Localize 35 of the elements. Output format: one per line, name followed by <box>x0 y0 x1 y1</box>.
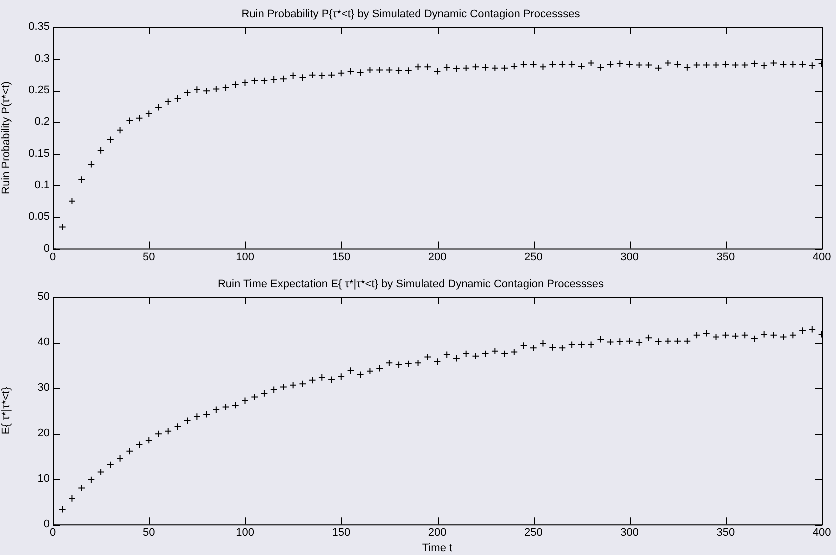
x-tick-label: 150 <box>332 251 351 264</box>
x-tick-label: 400 <box>812 251 832 264</box>
chart-title: Ruin Time Expectation E{ τ*|τ*<t} by Simulated Dynamic Contagion Processses <box>218 278 605 291</box>
x-tick-label: 100 <box>236 251 254 264</box>
x-tick-label: 350 <box>716 251 736 264</box>
y-axis-title: Ruin Probability P(τ*<t) <box>0 82 13 194</box>
y-tick-label: 0.3 <box>34 52 50 65</box>
x-tick-label: 300 <box>620 527 639 540</box>
y-tick-label: 10 <box>38 473 50 486</box>
x-tick-label: 50 <box>143 251 156 264</box>
y-tick-label: 40 <box>38 336 50 349</box>
x-tick-label: 400 <box>812 527 832 540</box>
x-tick-label: 350 <box>716 527 736 540</box>
x-tick-label: 250 <box>524 527 543 540</box>
y-tick-label: 0.1 <box>34 180 50 192</box>
y-tick-label: 30 <box>38 382 50 394</box>
x-tick-label: 50 <box>143 527 156 540</box>
x-tick-label: 300 <box>620 251 639 264</box>
y-tick-label: 0.15 <box>28 148 50 160</box>
x-tick-label: 200 <box>428 527 447 540</box>
y-tick-label: 20 <box>38 428 50 440</box>
x-tick-label: 100 <box>236 527 254 540</box>
y-tick-label: 50 <box>38 291 50 304</box>
y-tick-label: 0.05 <box>28 211 50 224</box>
x-tick-label: 200 <box>428 251 447 264</box>
y-tick-label: 0.35 <box>28 21 50 34</box>
y-tick-label: 0.2 <box>34 116 50 128</box>
x-tick-label: 150 <box>332 527 351 540</box>
y-tick-label: 0 <box>44 242 50 255</box>
y-axis-title: E{ τ*|τ*<t} <box>0 386 13 435</box>
y-tick-label: 0 <box>44 518 50 531</box>
y-tick-label: 0.25 <box>28 84 50 97</box>
x-axis-title: Time t <box>422 542 453 554</box>
chart-title: Ruin Probability P{τ*<t} by Simulated Dynamic Contagion Processses <box>242 8 581 21</box>
x-tick-label: 250 <box>524 251 543 264</box>
